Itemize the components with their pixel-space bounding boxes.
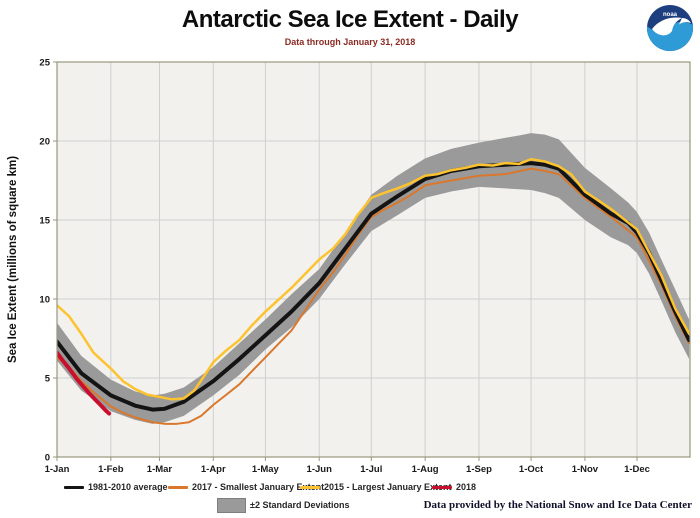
legend-swatch-2017 bbox=[168, 485, 188, 489]
noaa-seagull-wing-icon bbox=[679, 18, 691, 25]
data-credit: Data provided by the National Snow and I… bbox=[423, 499, 692, 511]
legend-item-2018: 2018 bbox=[432, 482, 476, 492]
x-tick-label: 1-Nov bbox=[572, 464, 599, 475]
legend-item-2017: 2017 - Smallest January Extent bbox=[168, 482, 324, 492]
y-tick-label: 20 bbox=[39, 137, 50, 148]
y-tick-label: 10 bbox=[39, 295, 50, 306]
noaa-logo-text: noaa bbox=[663, 12, 678, 18]
x-tick-label: 1-Sep bbox=[466, 464, 492, 475]
legend-swatch-std-dev-band bbox=[217, 498, 246, 513]
noaa-logo: noaa bbox=[647, 5, 693, 51]
y-tick-label: 5 bbox=[45, 374, 51, 385]
series-line-2015-largest-january-extent bbox=[57, 157, 690, 401]
y-axis-title: Sea Ice Extent (millions of square km) bbox=[7, 156, 19, 363]
legend-swatch-2015 bbox=[300, 485, 320, 489]
x-tick-label: 1-Jan bbox=[45, 464, 70, 475]
x-tick-label: 1-May bbox=[252, 464, 280, 475]
x-tick-label: 1-Jul bbox=[360, 464, 382, 475]
legend-label-2018: 2018 bbox=[456, 482, 477, 492]
x-tick-label: 1-Mar bbox=[147, 464, 173, 475]
chart-title: Antarctic Sea Ice Extent - Daily bbox=[181, 6, 519, 33]
series-line-2018 bbox=[57, 350, 112, 416]
legend-item-2015: 2015 - Largest January Extent bbox=[300, 482, 452, 492]
chart-area: 0 5 10 15 20 25 1-Jan 1-Feb 1-Mar 1-Apr 1-May 1-Jun… bbox=[0, 55, 700, 479]
x-tick-label: 1-Apr bbox=[201, 464, 226, 475]
y-tick-label: 15 bbox=[39, 216, 50, 227]
y-tick-label: 0 bbox=[45, 453, 50, 464]
x-tick-label: 1-Feb bbox=[98, 464, 124, 475]
legend-label-average: 1981-2010 average bbox=[88, 482, 168, 492]
series-line-2017-smallest-january-extent bbox=[57, 167, 690, 425]
x-tick-label: 1-Aug bbox=[412, 464, 439, 475]
std-dev-band bbox=[57, 133, 690, 424]
legend-item-average: 1981-2010 average bbox=[64, 482, 168, 492]
x-tick-label: 1-Jun bbox=[307, 464, 333, 475]
y-axis: 0 5 10 15 20 25 bbox=[39, 58, 57, 464]
x-axis: 1-Jan 1-Feb 1-Mar 1-Apr 1-May 1-Jun 1-Jul 1-Aug… bbox=[45, 457, 650, 475]
legend-swatch-average bbox=[64, 485, 84, 489]
legend-row-lines: 1981-2010 average 2017 - Smallest Januar… bbox=[0, 482, 700, 494]
plot-border bbox=[56, 61, 691, 458]
x-tick-label: 1-Oct bbox=[519, 464, 544, 475]
sea-ice-extent-chart: 0 5 10 15 20 25 1-Jan 1-Feb 1-Mar 1-Apr 1-May 1-Jun… bbox=[7, 58, 691, 475]
noaa-seagull-icon bbox=[652, 17, 682, 36]
legend-row-band: ±2 Standard Deviations Data provided by … bbox=[0, 497, 700, 513]
chart-subtitle: Data through January 31, 2018 bbox=[284, 37, 416, 47]
noaa-logo-sea bbox=[647, 21, 693, 51]
legend-swatch-2018 bbox=[432, 485, 452, 489]
legend-label-2015: 2015 - Largest January Extent bbox=[324, 482, 452, 492]
legend-label-std-dev-band: ±2 Standard Deviations bbox=[250, 500, 350, 510]
legend-label-2017: 2017 - Smallest January Extent bbox=[192, 482, 325, 492]
x-tick-label: 1-Dec bbox=[624, 464, 650, 475]
y-tick-label: 25 bbox=[39, 58, 50, 69]
